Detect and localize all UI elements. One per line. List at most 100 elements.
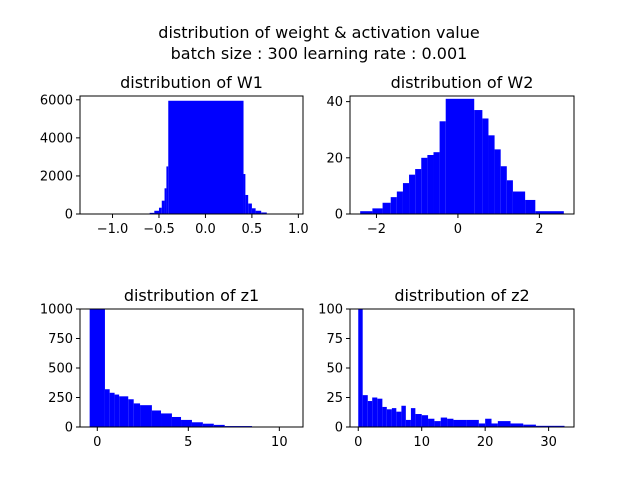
histogram-bar: [386, 409, 392, 427]
histogram-bar: [119, 396, 129, 427]
y-tick-label: 0: [335, 208, 343, 223]
histogram-bar: [382, 406, 387, 427]
histogram-bar: [497, 421, 511, 427]
histogram-bar: [367, 401, 373, 427]
histogram-bar: [181, 419, 192, 427]
histogram-bar: [158, 207, 162, 214]
subplot-z2: distribution of z2 0 10 20 30 0 25 50 75 100: [318, 286, 575, 450]
x-tick-label: 5: [184, 435, 192, 450]
histogram-bar: [428, 418, 435, 427]
histogram-bar: [171, 416, 182, 427]
histogram-bar: [535, 425, 555, 427]
y-tick-label: 4000: [40, 131, 73, 146]
histogram-bar: [140, 405, 152, 427]
histogram-bar: [109, 392, 115, 427]
y-tick-label: 2000: [40, 169, 73, 184]
histogram-bar: [89, 309, 105, 427]
x-tick-label: −2: [367, 222, 386, 237]
y-tick-label: 1000: [40, 303, 73, 318]
histogram-bars: [360, 98, 564, 214]
histogram-bar: [401, 405, 406, 427]
subplot-title: distribution of z1: [124, 286, 259, 305]
histogram-bar: [415, 414, 422, 427]
subplot-z1: distribution of z1 0 5 10 0 250 500 750 1000: [40, 286, 304, 450]
histogram-bar: [390, 197, 397, 214]
subplot-title: distribution of W1: [120, 73, 263, 92]
histogram-bar: [372, 397, 378, 427]
y-tick-label: 500: [48, 362, 73, 377]
x-tick-label: 0: [354, 435, 362, 450]
histogram-bar: [409, 174, 416, 214]
y-tick-label: 40: [326, 95, 343, 110]
histogram-bar: [440, 417, 448, 427]
histogram-bar: [500, 166, 507, 214]
histogram-bar: [410, 408, 416, 427]
histogram-bar: [396, 191, 403, 214]
y-tick-label: 100: [318, 303, 343, 318]
histogram-bar: [377, 398, 383, 427]
histogram-bar: [243, 174, 246, 214]
subplot-title: distribution of z2: [394, 286, 529, 305]
x-tick-label: 2: [535, 222, 543, 237]
y-tick-label: 750: [48, 332, 73, 347]
histogram-bar: [405, 419, 411, 427]
histogram-bar: [447, 418, 454, 427]
histogram-bar: [535, 211, 564, 214]
histogram-bar: [202, 423, 214, 427]
y-tick-label: 0: [65, 208, 73, 223]
histogram-bar: [191, 422, 203, 427]
histogram-bar: [427, 155, 434, 214]
x-tick-label: 0.5: [242, 222, 263, 237]
x-tick-label: 10: [413, 435, 430, 450]
y-tick-label: 0: [335, 421, 343, 436]
y-tick-label: 75: [326, 332, 343, 347]
histogram-bar: [421, 415, 429, 427]
histogram-bar: [512, 191, 526, 214]
histogram-bar: [491, 423, 498, 427]
x-tick-label: −1.0: [97, 222, 129, 237]
histogram-bar: [161, 200, 165, 214]
y-tick-label: 50: [326, 362, 343, 377]
axes-frame: [79, 95, 304, 215]
histogram-bar: [372, 208, 383, 214]
histogram-bar: [525, 199, 536, 214]
histogram-bars: [358, 309, 565, 427]
histogram-bar: [434, 421, 441, 427]
histogram-bar: [382, 202, 391, 214]
histogram-bar: [362, 395, 368, 427]
histogram-bar: [151, 410, 162, 427]
figure-title-line2: batch size : 300 learning rate : 0.001: [171, 44, 468, 63]
y-tick-label: 25: [326, 391, 343, 406]
histogram-bar: [255, 210, 262, 214]
histogram-bar: [248, 203, 252, 214]
subplot-w1: distribution of W1 −1.0 −0.5 0.0 0.5 1.0 0 200…: [40, 73, 309, 237]
histogram-bar: [445, 98, 475, 214]
histogram-bar: [506, 180, 513, 214]
histogram-bar: [261, 212, 267, 214]
histogram-bar: [128, 399, 134, 427]
x-tick-label: 0: [454, 222, 462, 237]
y-tick-label: 6000: [40, 93, 73, 108]
histogram-bar: [358, 309, 363, 427]
x-tick-label: −0.5: [143, 222, 175, 237]
axes-frame: [349, 95, 575, 215]
x-tick-label: 0: [93, 435, 101, 450]
histogram-bar: [154, 210, 159, 214]
histogram-bars: [89, 309, 291, 427]
y-tick-label: 0: [65, 421, 73, 436]
histogram-bar: [554, 425, 565, 427]
histogram-bar: [251, 208, 256, 214]
subplot-title: distribution of W2: [391, 73, 534, 92]
histogram-bar: [494, 149, 501, 214]
histogram-bar: [482, 118, 489, 214]
histogram-bar: [415, 169, 422, 214]
histogram-bars: [90, 100, 290, 214]
histogram-bar: [453, 419, 467, 427]
figure-title-line1: distribution of weight & activation valu…: [158, 23, 479, 42]
histogram-bar: [245, 194, 249, 214]
histogram-bar: [433, 152, 440, 214]
histogram-bar: [439, 121, 446, 214]
histogram-bar: [149, 212, 155, 214]
histogram-bar: [168, 100, 244, 214]
